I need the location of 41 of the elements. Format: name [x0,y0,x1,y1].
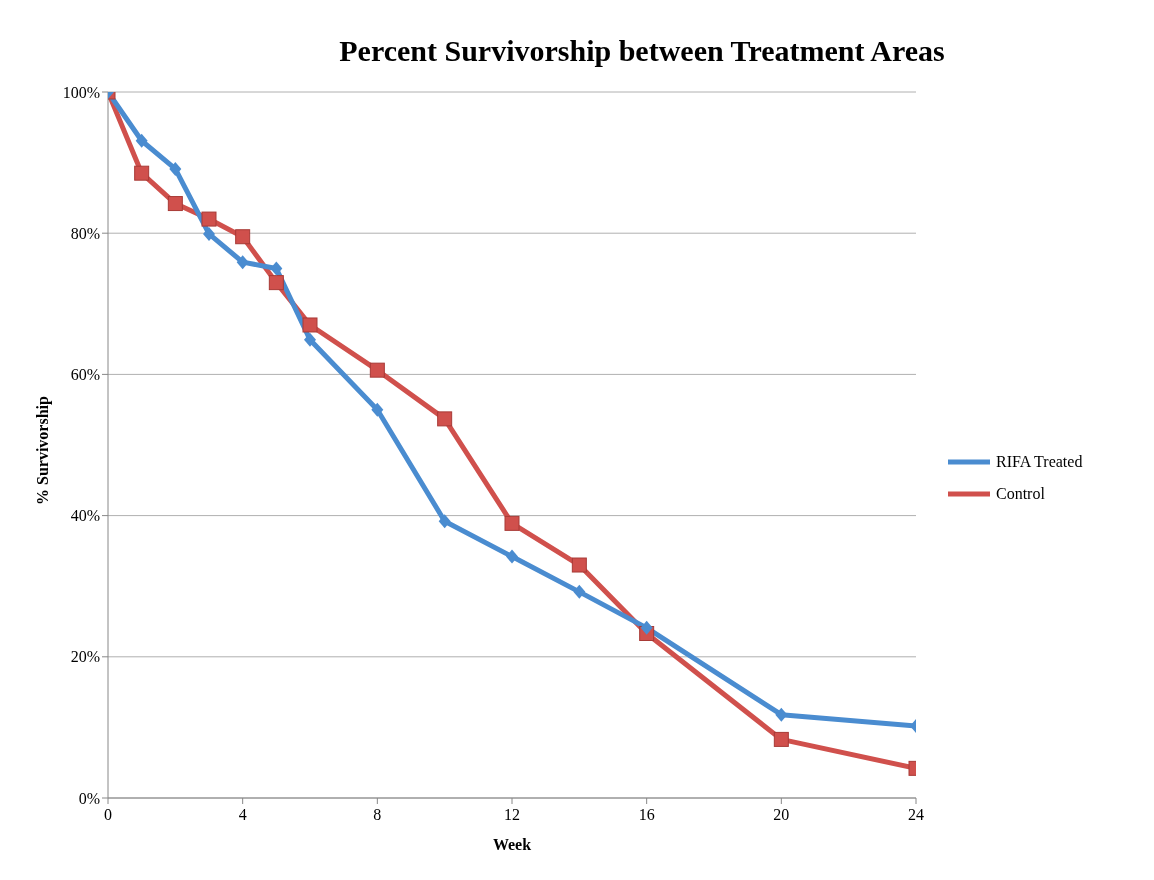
point [236,255,249,270]
y-tick-label: 60% [70,366,100,384]
point [504,515,520,531]
point [169,161,182,176]
y-tick-label: 0% [78,789,100,807]
point [235,229,251,245]
point [371,402,384,417]
point [571,557,587,573]
x-tick-label: 16 [638,806,655,823]
x-axis-title: Week [492,836,532,853]
point [369,362,385,378]
point [573,584,586,599]
point [302,317,318,333]
y-axis-title: % Survivorship [33,395,52,505]
chart-title: Percent Survivorship between Treatment Areas [338,33,946,69]
point [304,332,316,347]
point [167,196,183,212]
y-tick-label: 40% [70,507,100,525]
point [775,707,788,722]
y-tick-label: 100% [62,83,100,101]
point [438,514,451,529]
point [201,211,217,227]
point [135,133,148,148]
x-tick-label: 8 [373,806,382,823]
point [773,731,789,747]
legend-label: RIFA Treated [996,453,1083,471]
point [437,411,453,427]
x-tick-label: 12 [504,806,520,823]
x-tick-label: 0 [104,806,112,823]
x-tick-label: 4 [238,806,247,823]
y-tick-label: 20% [70,648,100,666]
point [270,261,283,276]
legend-label: Control [996,485,1045,503]
point [506,549,518,564]
x-tick-label: 20 [773,806,790,823]
point [134,165,150,181]
x-tick-label: 24 [908,806,924,823]
y-tick-label: 80% [70,224,100,242]
point [268,275,284,291]
point [640,620,653,635]
point [203,226,215,241]
